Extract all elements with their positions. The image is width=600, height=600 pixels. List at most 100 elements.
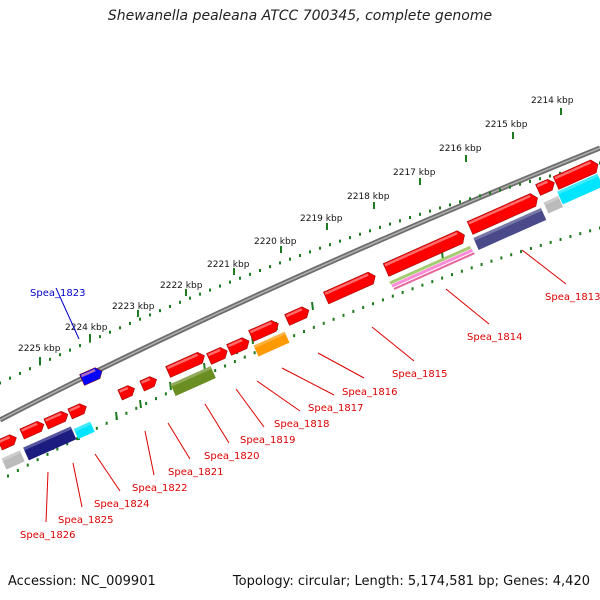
inner-tick [381,298,384,302]
inner-tick [490,259,493,263]
gene-label: Spea_1819 [240,435,295,446]
inner-tick [362,306,365,310]
feature-cyan-1825 [73,421,95,440]
outer-tick [89,339,91,343]
gene-1824-shape [67,403,87,420]
outer-tick [99,335,101,339]
feature-grey-1826 [1,450,25,470]
outer-tick [309,250,311,254]
outer-tick [429,209,431,213]
gene-label-leaders [45,249,567,523]
gene-1827 [0,434,17,451]
accession-label: Accession: NC_009901 [8,574,156,589]
gene-leader [235,388,265,428]
outer-tick [239,276,241,280]
gene-leader [371,326,415,362]
inner-tick [342,313,345,317]
outer-tick [439,206,441,210]
feature-stripe-red-gloss [393,252,476,291]
inner-tick [26,463,29,467]
feature-stripe-green-gloss [389,245,472,285]
inner-tick [460,269,463,273]
gene-1821 [165,352,205,378]
feature-orange-1817 [253,331,290,357]
outer-tick [0,381,1,385]
gene-1823-gloss [80,368,96,378]
outer-tick [409,216,411,220]
inner-tick [224,364,227,368]
feature-olive-1819 [170,366,216,396]
gene-label: Spea_1824 [94,499,149,510]
outer-tick [369,229,371,233]
inner-tick [164,392,167,396]
inner-tick [372,302,375,306]
outer-tick [519,182,521,186]
gene-leader [204,403,230,444]
scale-label: 2221 kbp [207,260,250,270]
scale-label: 2223 kbp [112,302,155,312]
feature-cyan-1825-shape [73,421,95,440]
outer-tick [109,330,111,334]
outer-tick [149,313,151,317]
gene-leader [45,471,49,523]
gene-label: Spea_1826 [20,530,75,541]
gene-label: Spea_1816 [342,387,397,398]
outer-tick [539,177,541,181]
inner-tick [56,447,59,451]
outer-tick [299,254,301,257]
gene-1826 [19,420,45,440]
inner-tick [76,437,79,441]
gene-leader [167,422,191,460]
inner-tick [105,421,108,425]
gene-1817-gloss [285,308,303,318]
scale-label: 2219 kbp [300,214,343,224]
inner-major-tick [139,399,142,409]
feature-grey-1826-shape [1,450,25,470]
gene-1812 [552,159,599,190]
inner-tick [293,334,296,338]
feature-stripe-pink-gloss [391,248,474,288]
gene-1822 [139,376,157,392]
gene-1814 [466,193,538,235]
inner-tick [66,442,69,446]
outer-tick [449,203,451,207]
feature-cyan-1813 [557,173,600,205]
genome-backbone-highlight [0,147,600,421]
gene-1825 [43,410,69,430]
gene-1814-gloss [468,194,531,225]
outer-tick [19,371,21,375]
scale-label: 2220 kbp [254,237,297,247]
gene-1820-shape [206,347,228,365]
feature-grey-1813 [543,196,564,214]
outer-tick [399,219,401,223]
gene-1819 [226,337,250,356]
gene-1823 [79,367,103,386]
inner-tick [451,273,453,277]
feature-orange-1817-gloss [253,331,286,349]
inner-tick [480,262,483,266]
gene-1818-gloss [249,321,272,334]
gene-1823-shape [79,367,103,386]
feature-cyan-1813-gloss [557,173,599,195]
inner-tick [135,406,138,410]
gene-1827-gloss [0,436,11,443]
inner-tick [431,280,434,284]
feature-olive-1819-shape [170,366,216,396]
outer-tick [249,272,251,276]
outer-tick [349,236,351,240]
gene-labels: Spea_1813 Spea_1814 Spea_1815 Spea_1816 Spea… [20,288,600,541]
gene-leader [94,453,121,492]
outer-tick [159,309,161,313]
gene-1816-gloss [324,273,369,295]
inner-tick [16,469,19,473]
outer-tick [119,326,121,330]
outer-tick [289,257,291,261]
feature-stripe-red-shape [393,252,475,290]
gene-1827-shape [0,434,17,451]
outer-tick [49,357,51,361]
outer-tick [479,194,481,198]
outer-tick [69,348,71,352]
feature-cyan-1813-shape [557,173,600,205]
scale-label: 2214 kbp [531,96,574,106]
